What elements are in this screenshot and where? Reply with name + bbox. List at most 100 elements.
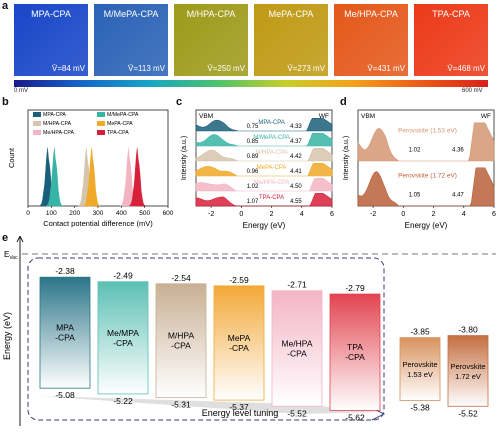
bar-label: M/HPA xyxy=(168,331,195,341)
histogram-chart: 0 100 200 300 400 500 600 Contact potential dif… xyxy=(7,109,174,228)
y-axis-label: Energy (eV) xyxy=(2,312,12,360)
panel-b-label: b xyxy=(2,96,9,108)
x-tick-label: 0 xyxy=(401,211,405,218)
lumo-value: -3.85 xyxy=(410,327,430,337)
homo-value: -5.08 xyxy=(55,390,75,400)
ups-spectrum xyxy=(195,162,333,177)
legend-label: TPA-CPA xyxy=(107,130,129,136)
energy-bar xyxy=(447,335,489,407)
series-label: Me/HPA-CPA xyxy=(254,180,290,186)
y-axis-label: Count xyxy=(7,147,16,168)
x-tick-label: 300 xyxy=(93,210,104,217)
bar-label: MPA xyxy=(56,323,74,333)
series-label: M/HPA-CPA xyxy=(255,150,287,156)
ups-spectrum xyxy=(195,117,333,132)
x-tick-label: 4 xyxy=(300,211,304,218)
legend-swatch xyxy=(33,121,41,126)
panel-a-label: a xyxy=(2,0,9,12)
wf-value: 4.50 xyxy=(290,184,302,190)
x-tick-label: 2 xyxy=(270,211,274,218)
kpfm-sample-name: M/MePA-CPA xyxy=(103,9,159,19)
series-label: TPA-CPA xyxy=(259,195,284,201)
kpfm-tile: M/MePA-CPA V̄=113 mV xyxy=(94,4,168,76)
wf-annotation: WF xyxy=(481,113,491,120)
bar-label: Perovskite xyxy=(402,360,437,369)
wf-annotation: WF xyxy=(319,113,329,120)
color-scale-min: 0 mV xyxy=(14,88,29,94)
kpfm-mean-value: V̄=84 mV xyxy=(51,64,85,73)
legend-label: MPA-CPA xyxy=(43,112,66,118)
energy-bar xyxy=(213,285,265,401)
kpfm-tile: TPA-CPA V̄=468 mV xyxy=(414,4,488,76)
bar-label: 1.53 eV xyxy=(407,370,433,379)
x-tick-label: -2 xyxy=(370,211,376,218)
x-tick-label: 0 xyxy=(26,210,30,217)
ups-spectrum xyxy=(195,177,333,192)
ups-spectrum xyxy=(195,147,333,162)
kpfm-tile: M/HPA-CPA V̄=250 mV xyxy=(174,4,248,76)
kpfm-mean-value: V̄=468 mV xyxy=(447,64,485,73)
color-scale-max: 600 mV xyxy=(462,88,483,94)
bar-label: -CPA xyxy=(113,338,133,348)
legend-swatch xyxy=(33,130,41,135)
x-tick-label: 200 xyxy=(69,210,80,217)
kpfm-sample-name: M/HPA-CPA xyxy=(186,9,236,19)
series-label: MPA-CPA xyxy=(258,120,284,126)
color-scale-bar xyxy=(14,80,488,87)
energy-bar xyxy=(399,337,441,401)
x-tick-label: 100 xyxy=(46,210,57,217)
legend-label: MePA-CPA xyxy=(107,121,133,127)
bar-label: MePA xyxy=(228,333,251,343)
panel-d-label: d xyxy=(340,96,347,108)
lumo-value: -2.49 xyxy=(113,271,133,281)
energy-bar xyxy=(271,290,323,407)
energy-bar xyxy=(155,283,207,399)
kpfm-mean-value: V̄=113 mV xyxy=(128,64,165,73)
homo-value: -5.62 xyxy=(345,412,365,422)
vbm-value: 1.02 xyxy=(247,184,259,190)
kpfm-sample-name: MPA-CPA xyxy=(31,9,71,19)
x-tick-label: 6 xyxy=(330,211,334,218)
kpfm-mean-value: V̄=273 mV xyxy=(287,64,325,73)
x-axis-label: Contact potential difference (mV) xyxy=(43,219,153,228)
bar-label: -CPA xyxy=(287,349,307,359)
series-label: Perovskite (1.53 eV) xyxy=(398,127,457,134)
vbm-value: 1.05 xyxy=(409,192,421,198)
x-tick-label: 6 xyxy=(492,211,496,218)
x-tick-label: 0 xyxy=(239,211,243,218)
vbm-annotation: VBM xyxy=(199,113,213,120)
series-label: MePA-CPA xyxy=(257,165,287,171)
kpfm-mean-value: V̄=250 mV xyxy=(207,64,245,73)
kpfm-sample-name: Me/HPA-CPA xyxy=(344,9,398,19)
vbm-value: 0.75 xyxy=(247,124,259,130)
panel-c-label: c xyxy=(176,96,183,108)
x-tick-label: 4 xyxy=(462,211,466,218)
ups-spectrum xyxy=(357,167,495,207)
homo-value: -5.38 xyxy=(410,403,430,413)
ups-spectrum xyxy=(357,122,495,162)
bar-label: -CPA xyxy=(55,333,75,343)
panel-e-label: e xyxy=(2,232,9,244)
wf-value: 4.33 xyxy=(290,124,302,130)
energy-level-diagram: Energy (eV) EVac Energy level tuning -2.38 -… xyxy=(2,236,496,426)
bar-label: Me/HPA xyxy=(281,339,312,349)
legend-label: M/MePA-CPA xyxy=(107,112,139,118)
vbm-value: 0.85 xyxy=(247,139,259,145)
bar-label: -CPA xyxy=(345,352,365,362)
kpfm-mean-value: V̄=431 mV xyxy=(367,64,405,73)
kpfm-sample-name: MePA-CPA xyxy=(268,9,314,19)
wf-value: 4.36 xyxy=(452,147,464,153)
homo-value: -5.31 xyxy=(171,400,191,410)
ups-spectra-perovskite-chart: 1.02 4.36 Perovskite (1.53 eV) 1.05 4.47 Pero… xyxy=(343,109,496,230)
lumo-value: -2.38 xyxy=(55,266,75,276)
series-label: M/MePA-CPA xyxy=(253,135,289,141)
kpfm-tile: MePA-CPA V̄=273 mV xyxy=(254,4,328,76)
tuning-arrow-shape xyxy=(40,396,380,414)
legend-swatch xyxy=(97,121,105,126)
histogram-series xyxy=(83,147,100,207)
homo-value: -5.37 xyxy=(229,402,249,412)
vbm-value: 0.89 xyxy=(247,154,259,160)
vbm-value: 1.02 xyxy=(409,147,421,153)
lumo-value: -2.71 xyxy=(287,280,307,290)
tuning-label: Energy level tuning xyxy=(202,408,279,418)
